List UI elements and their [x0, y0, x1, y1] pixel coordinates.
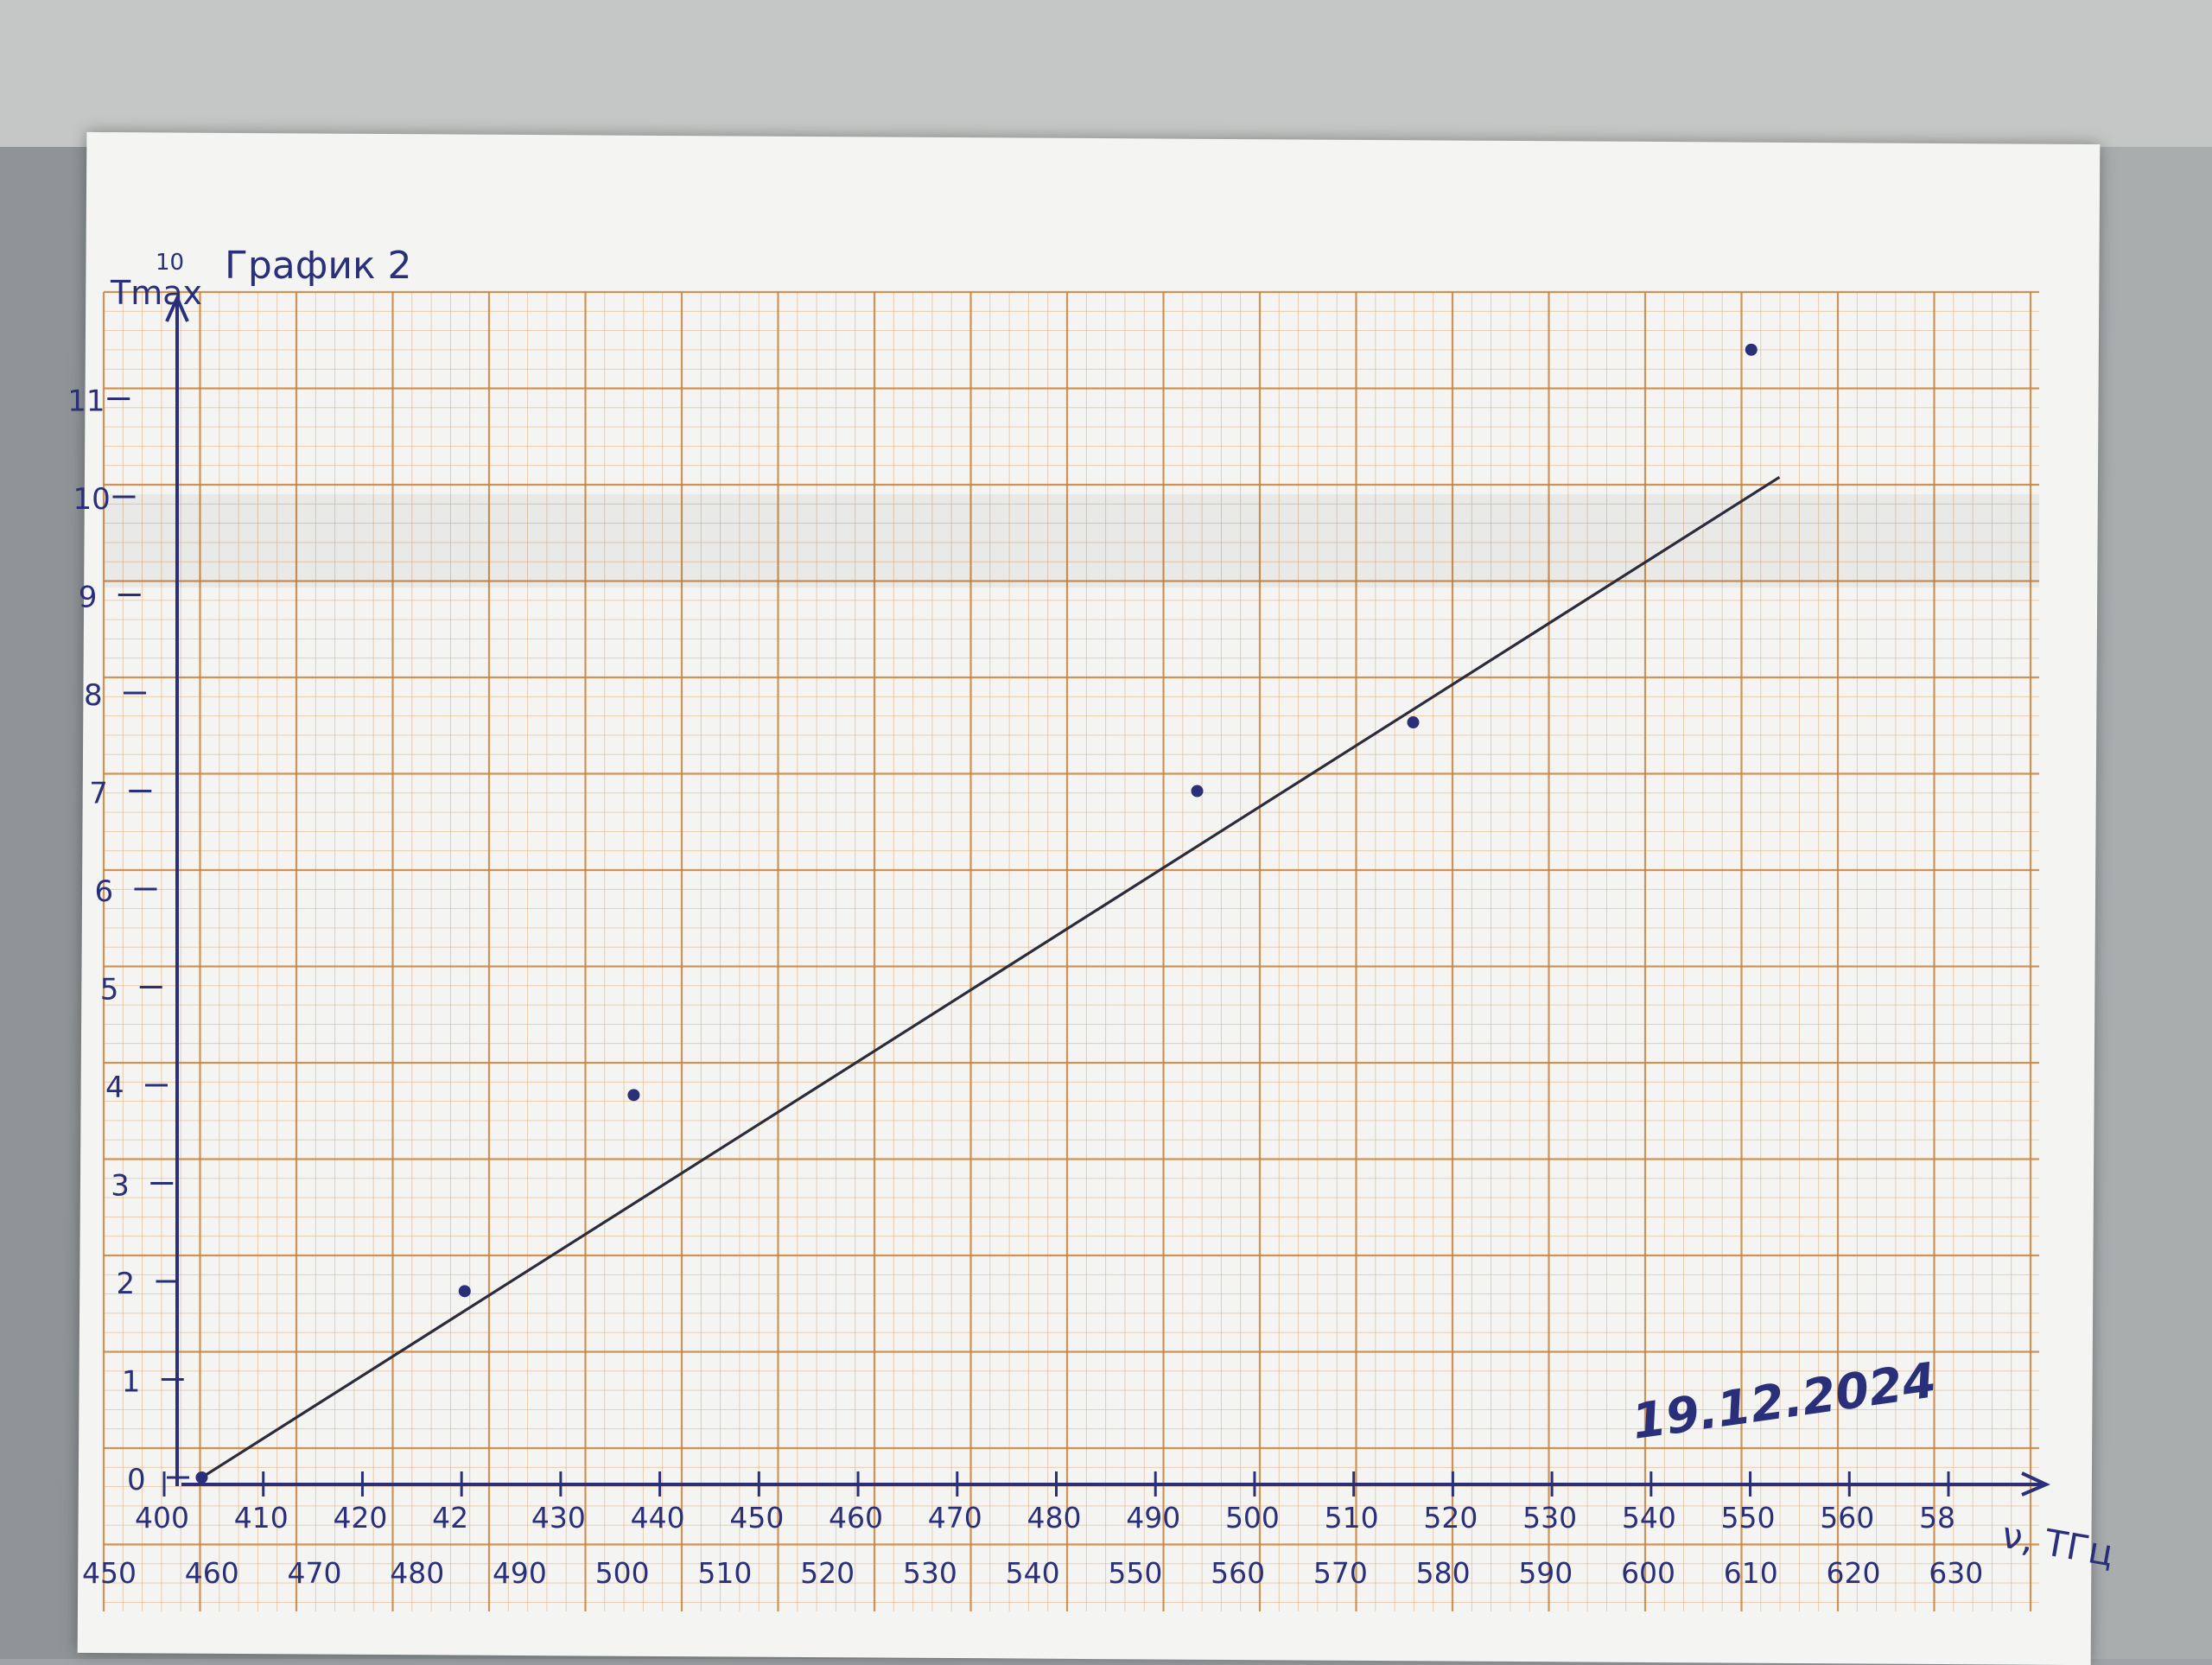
y-tick-label: 10	[73, 482, 111, 517]
data-point	[458, 1285, 471, 1298]
x-tick-label-bottom: 570	[1313, 1556, 1368, 1590]
x-tick-label-top: 520	[1423, 1501, 1478, 1535]
y-axis-label: Tmax	[110, 274, 202, 312]
y-tick-label: 5	[100, 973, 119, 1007]
x-tick-label-bottom: 630	[1929, 1556, 1983, 1590]
x-tick-label-bottom: 480	[390, 1556, 444, 1590]
fit-line	[200, 475, 1781, 1479]
data-point	[627, 1089, 640, 1102]
y-tick-label: 6	[95, 874, 114, 909]
x-tick-label-bottom: 590	[1518, 1556, 1573, 1590]
x-axis-label: ν, ТГц	[1999, 1514, 2117, 1575]
fit-line-group	[200, 475, 1781, 1479]
x-tick-label-top: 420	[333, 1501, 387, 1535]
data-points	[195, 343, 1758, 1484]
x-axis-arrow	[2021, 1471, 2050, 1497]
x-tick-label-bottom: 470	[287, 1556, 341, 1590]
y-tick-label: 0	[127, 1463, 146, 1497]
x-tick-label-bottom: 500	[595, 1556, 650, 1590]
x-tick-label-top: 410	[234, 1501, 289, 1535]
y-tick-label: 2	[117, 1267, 136, 1301]
wall-top	[0, 0, 2212, 147]
data-point	[1407, 716, 1420, 729]
data-point	[1191, 785, 1204, 798]
y-axis-arrow	[165, 294, 189, 322]
y-tick-label: 8	[84, 678, 103, 713]
data-point	[1745, 343, 1758, 356]
axis-ticks: 0 1 2 3 4 5 6 7 8 9 10 11 400 410 420 42 430 440 450 460 470…	[67, 384, 1983, 1591]
x-tick-label-top: 500	[1225, 1501, 1280, 1535]
x-tick-label-bottom: 600	[1621, 1556, 1675, 1590]
x-tick-label-top: 480	[1027, 1501, 1082, 1535]
x-tick-label-top: 460	[829, 1501, 883, 1535]
x-tick-label-top: 550	[1721, 1501, 1776, 1535]
chart-title: График 2	[225, 244, 412, 288]
x-tick-label-bottom: 510	[697, 1556, 752, 1590]
x-tick-label-top: 490	[1126, 1501, 1180, 1535]
x-tick-label-bottom: 450	[82, 1556, 137, 1590]
data-point	[195, 1471, 208, 1484]
x-tick-label-top: 42	[432, 1501, 468, 1535]
y-tick-label: 4	[105, 1071, 124, 1105]
x-tick-label-bottom: 580	[1416, 1556, 1471, 1590]
y-tick-label: 9	[79, 581, 98, 615]
x-tick-label-bottom: 620	[1827, 1556, 1881, 1590]
y-tick-label: 3	[111, 1169, 130, 1204]
x-tick-label-bottom: 490	[493, 1556, 547, 1590]
x-tick-label-top: 530	[1522, 1501, 1577, 1535]
x-tick-label-top: 510	[1325, 1501, 1379, 1535]
x-tick-label-bottom: 540	[1006, 1556, 1060, 1590]
x-tick-label-bottom: 460	[185, 1556, 239, 1590]
y-tick-label: 11	[67, 384, 105, 419]
x-tick-label-top: 440	[631, 1501, 685, 1535]
date-annotation: 19.12.2024	[1629, 1352, 1940, 1451]
major-grid	[102, 290, 2039, 1611]
x-tick-label-top: 450	[729, 1501, 784, 1535]
axes	[165, 294, 2050, 1497]
x-tick-label-bottom: 520	[800, 1556, 855, 1590]
y-tick-label: 7	[89, 777, 108, 811]
x-tick-label-bottom: 530	[903, 1556, 957, 1590]
x-tick-label-bottom: 550	[1108, 1556, 1162, 1590]
x-tick-label-bottom: 560	[1211, 1556, 1265, 1590]
x-tick-label-top: 560	[1820, 1501, 1874, 1535]
x-tick-label-top: 400	[135, 1501, 189, 1535]
x-tick-label-top: 540	[1622, 1501, 1676, 1535]
x-tick-label-top: 58	[1919, 1501, 1955, 1535]
x-tick-label-bottom: 610	[1724, 1556, 1778, 1590]
title-prefix: 10	[156, 250, 184, 276]
y-tick-label: 1	[122, 1365, 141, 1400]
x-tick-label-top: 430	[531, 1501, 586, 1535]
minor-grid	[104, 292, 2039, 1611]
x-tick-label-top: 470	[928, 1501, 982, 1535]
fold-shadow	[104, 494, 2039, 588]
